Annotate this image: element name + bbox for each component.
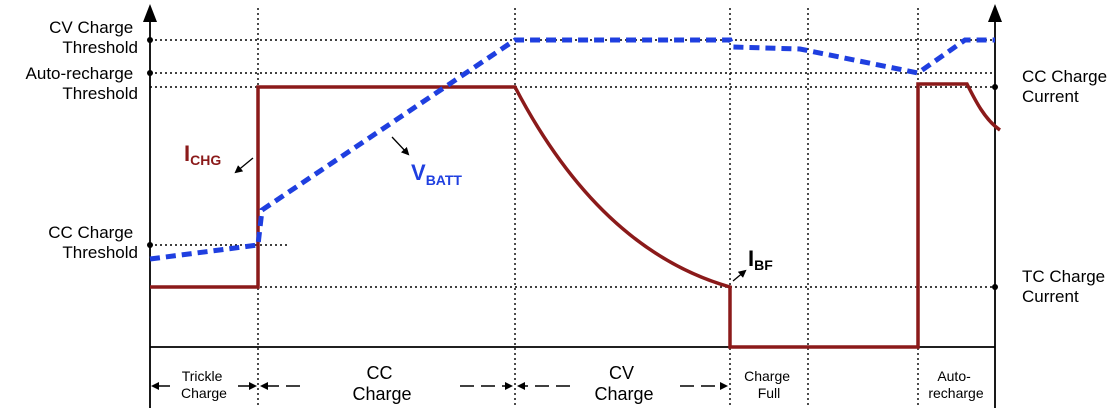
ibf-label: IBF xyxy=(748,246,773,273)
arrow-up-icon xyxy=(988,4,1002,22)
tick-dot xyxy=(147,37,153,43)
phase-full-label: Charge Full xyxy=(744,368,794,401)
phase-trickle-label: Trickle Charge xyxy=(181,368,227,401)
tc-current-label: TC Charge Current xyxy=(1022,267,1110,306)
auto-recharge-threshold-line1: Auto-recharge xyxy=(26,64,134,83)
arrow-down-right-icon xyxy=(732,269,747,282)
axis-ticks xyxy=(147,37,998,290)
arrow-down-right-icon xyxy=(391,136,410,156)
cv-threshold-line2: Threshold xyxy=(62,38,138,57)
phase-auto-label: Auto- recharge xyxy=(928,368,983,401)
phase-cc-label: CC Charge xyxy=(352,363,411,404)
auto-recharge-threshold-line2: Threshold xyxy=(62,84,138,103)
cc-threshold-line1: CC Charge xyxy=(48,223,133,242)
vbatt-main: V xyxy=(411,160,426,185)
phase-trickle-line1: Trickle xyxy=(182,368,223,384)
phase-full-line2: Full xyxy=(758,385,781,401)
arrow-down-right-icon xyxy=(234,157,254,174)
cv-threshold-label: CV Charge Threshold xyxy=(49,18,138,57)
ibf-sub: BF xyxy=(754,257,773,273)
cc-threshold-line2: Threshold xyxy=(62,243,138,262)
cc-current-label: CC Charge Current xyxy=(1022,67,1112,106)
phase-auto-line2: recharge xyxy=(928,385,983,401)
auto-recharge-threshold-label: Auto-recharge Threshold xyxy=(26,64,138,103)
tick-dot xyxy=(992,284,998,290)
ichg-sub: CHG xyxy=(190,152,221,168)
phase-cv-line1: CV xyxy=(609,363,634,383)
ibf-main: I xyxy=(748,246,754,271)
tc-current-line2: Current xyxy=(1022,287,1079,306)
vbatt-label: VBATT xyxy=(411,160,462,188)
tick-dot xyxy=(147,70,153,76)
tick-dot xyxy=(147,242,153,248)
tc-current-line1: TC Charge xyxy=(1022,267,1105,286)
cc-threshold-label: CC Charge Threshold xyxy=(48,223,138,262)
axes xyxy=(149,20,996,408)
ichg-label: ICHG xyxy=(184,141,221,168)
phase-cv-line2: Charge xyxy=(594,384,653,404)
phase-trickle-line2: Charge xyxy=(181,385,227,401)
ichg-curve xyxy=(150,82,1002,349)
arrow-up-icon xyxy=(143,4,157,22)
cc-current-line1: CC Charge xyxy=(1022,67,1107,86)
vbatt-sub: BATT xyxy=(426,172,463,188)
ichg-main: I xyxy=(184,141,190,166)
phase-auto-line1: Auto- xyxy=(937,368,971,384)
phase-cc-line1: CC xyxy=(366,363,392,383)
cv-threshold-line1: CV Charge xyxy=(49,18,133,37)
phase-cc-line2: Charge xyxy=(352,384,411,404)
vbatt-curve xyxy=(149,37,995,262)
phase-cv-label: CV Charge xyxy=(594,363,653,404)
reference-lines xyxy=(150,39,995,288)
phase-full-line1: Charge xyxy=(744,368,790,384)
tick-dot xyxy=(992,84,998,90)
cc-current-line2: Current xyxy=(1022,87,1079,106)
